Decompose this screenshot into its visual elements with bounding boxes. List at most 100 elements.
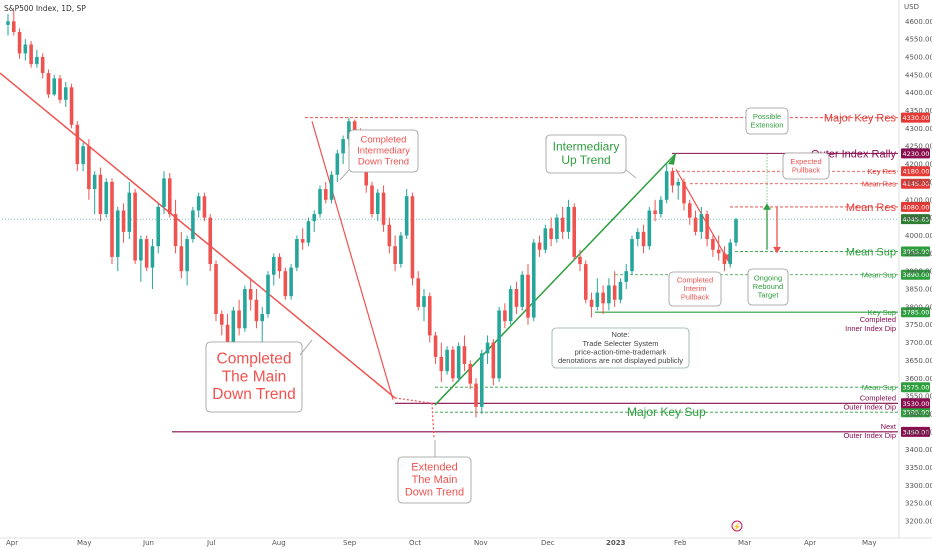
candle-body — [300, 239, 305, 243]
candle-body — [289, 267, 293, 297]
candle-body — [364, 160, 369, 186]
candle-body — [474, 383, 478, 407]
y-tick-label: 4200.00 — [905, 161, 932, 169]
completed-interim-pullback-text: Completed — [677, 275, 713, 284]
candle-body — [416, 278, 421, 307]
price-tag — [901, 382, 930, 393]
x-tick-label: May — [862, 539, 876, 547]
y-tick-label: 3750.00 — [905, 321, 932, 329]
trend-line-main-down — [0, 72, 396, 399]
candle-body — [52, 78, 57, 95]
candle-body — [491, 342, 496, 379]
candle-body — [69, 87, 74, 125]
y-tick-label: 3850.00 — [905, 286, 932, 294]
level-label: Outer Index Dip — [843, 431, 896, 440]
candle-body — [162, 178, 166, 207]
price-tag — [901, 178, 930, 189]
candle-body — [133, 192, 137, 261]
extended-main-down-trend-text: Down Trend — [405, 487, 464, 499]
expected-pullback-box — [782, 152, 830, 180]
candle-body — [716, 249, 721, 254]
candle-body — [664, 171, 669, 200]
candle-body — [312, 214, 317, 222]
candle-body — [341, 139, 345, 154]
completed-intermediary-down-trend-box — [348, 129, 419, 173]
possible-extension-box — [745, 107, 789, 135]
y-tick-label: 4100.00 — [905, 196, 932, 204]
candle-body — [722, 253, 727, 265]
level-label: Inner Index Dip — [845, 324, 896, 333]
candle-body — [549, 228, 553, 240]
candle-body — [87, 146, 91, 190]
candle-body — [266, 274, 270, 315]
candle-body — [58, 78, 62, 100]
candle-body — [508, 289, 513, 322]
candle-body — [231, 310, 236, 354]
note-text: price-action-time-trademark — [575, 347, 667, 356]
candle-body — [237, 310, 241, 329]
candle-body — [98, 174, 103, 215]
y-tick-label: 3450.00 — [905, 428, 932, 436]
candle-body — [139, 239, 143, 261]
completed-main-down-trend-box — [205, 341, 303, 413]
candle-body — [35, 56, 39, 65]
price-tag-label: 3530.00 — [903, 400, 930, 408]
candle-body — [682, 181, 686, 204]
rebound-arrowhead — [763, 203, 771, 210]
level-label: Completed — [860, 315, 896, 324]
last-price-tag — [901, 214, 930, 225]
candle-body — [283, 271, 288, 297]
price-tag-label: 3890.00 — [903, 271, 930, 279]
lightning-icon — [731, 520, 743, 532]
price-tag — [901, 246, 930, 257]
level-label: Mean Sup — [846, 247, 896, 259]
candle-body — [115, 210, 120, 257]
candle-body — [520, 274, 525, 307]
possible-extension-text: Possible — [753, 112, 781, 121]
y-tick-label: 4300.00 — [905, 125, 932, 133]
intermediary-up-trend-text: Intermediary — [553, 139, 620, 153]
level-label: Mean Sup — [862, 271, 896, 280]
callout-line — [625, 169, 637, 179]
price-tag-label: 4330.00 — [903, 114, 930, 122]
level-label: Completed — [860, 393, 896, 402]
candle-body — [659, 199, 663, 215]
candle-body — [433, 335, 438, 357]
candle-body — [566, 206, 571, 232]
price-tag — [901, 166, 930, 177]
extended-main-down-trend-box — [397, 456, 472, 504]
y-tick-label: 4450.00 — [905, 71, 932, 79]
completed-interim-pullback-box — [668, 271, 722, 307]
candle-body — [173, 214, 178, 247]
candle-body — [572, 206, 577, 257]
y-tick-label: 3650.00 — [905, 357, 932, 365]
candle-body — [676, 181, 681, 186]
candle-body — [555, 217, 559, 240]
candle-body — [624, 271, 629, 282]
price-tag-label: 3955.00 — [903, 248, 930, 256]
candle-body — [81, 146, 85, 165]
x-tick-label: Apr — [804, 539, 816, 547]
candle-body — [728, 242, 733, 265]
note-text: Trade Selecter System — [583, 339, 659, 348]
candle-body — [150, 246, 155, 268]
candle-body — [335, 153, 340, 175]
y-tick-label: 4150.00 — [905, 178, 932, 186]
currency-label: USD — [904, 3, 919, 11]
expected-pullback-text: Pullback — [792, 165, 821, 174]
candle-body — [601, 292, 605, 304]
price-tag-label: 4080.00 — [903, 203, 930, 211]
extended-main-down-trend-text: Extended — [411, 461, 457, 473]
callout-line — [339, 169, 350, 181]
candle-body — [612, 285, 617, 300]
candle-body — [531, 242, 536, 318]
y-tick-label: 4400.00 — [905, 89, 932, 97]
candle-body — [653, 210, 657, 215]
candle-body — [503, 310, 507, 322]
candle-body — [260, 314, 265, 322]
candle-body — [225, 324, 230, 354]
completed-main-down-trend-text: Completed — [217, 350, 292, 367]
level-label: Mean Sup — [862, 383, 896, 392]
pullback-arrowhead — [773, 246, 781, 254]
